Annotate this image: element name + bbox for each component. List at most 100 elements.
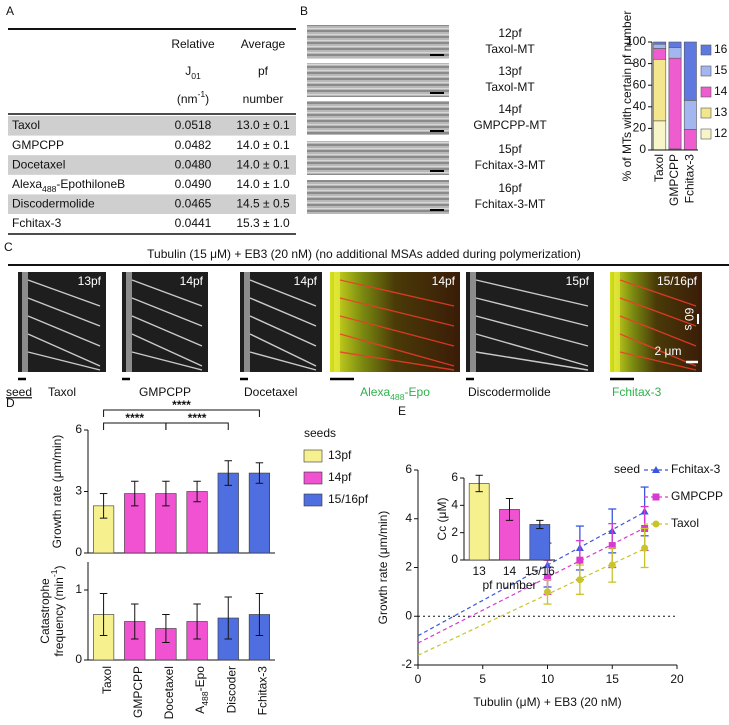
y-tick-label: 1	[75, 582, 82, 596]
error-bar	[536, 519, 544, 530]
kymo-track	[249, 333, 317, 367]
kymo-track	[619, 315, 697, 347]
kymo-pf: 15pf	[566, 274, 590, 288]
legend-label: 14	[714, 84, 728, 98]
table-header: pf	[258, 64, 269, 78]
mt-image	[307, 25, 449, 59]
x-tick-label: 0	[415, 672, 422, 686]
table-cell: 15.3 ± 1.0	[236, 216, 290, 230]
table-cell-part: 488	[42, 184, 57, 194]
x-axis-label: Tubulin (μM) + EB3 (20 nM)	[473, 695, 621, 709]
y-axis-label: Cc (μM)	[435, 498, 449, 541]
y-axis-label-part: )	[52, 565, 66, 569]
kymo-title: Tubulin (15 μM) + EB3 (20 nM) (no additi…	[147, 247, 581, 261]
table-header-part: (nm	[177, 92, 198, 106]
y-axis-label-part: frequency (min	[52, 577, 66, 656]
y-tick-label: 0	[639, 142, 646, 156]
bar-segment	[653, 41, 667, 45]
bar-segment	[668, 57, 682, 150]
error-bar	[162, 480, 170, 507]
x-tick-label: 15	[606, 672, 620, 686]
table-cell: Docetaxel	[12, 157, 65, 171]
legend-swatch	[303, 449, 323, 463]
kymo-name: Alexa488-Epo	[360, 385, 430, 402]
kymo-seed	[470, 272, 476, 372]
table-cell: Fchitax-3	[12, 216, 62, 230]
kymo-track	[27, 297, 101, 327]
y-tick-label: 60	[633, 77, 647, 91]
significance-label: ****	[172, 398, 191, 412]
y-axis-label: Growth rate (μm/min)	[376, 511, 390, 625]
y-tick-label: -2	[401, 657, 412, 671]
table-cell: 14.5 ± 0.5	[236, 197, 290, 211]
kymo-track	[131, 315, 203, 347]
table-cell: 14.0 ± 0.1	[236, 157, 290, 171]
kymo-track	[249, 351, 317, 371]
y-tick-label: 6	[405, 462, 412, 476]
bar-segment	[668, 47, 682, 59]
panel-label: B	[300, 4, 308, 18]
x-tick-label: 5	[479, 672, 486, 686]
significance-bracket	[103, 409, 260, 417]
bar-segment	[668, 41, 682, 48]
kymo-name-part: 488	[390, 392, 405, 402]
x-tick-label: Discoder	[224, 666, 238, 713]
legend-label: 14pf	[328, 470, 352, 484]
error-bar	[131, 480, 139, 507]
mt-label: 13pf	[498, 64, 522, 78]
table-cell-part: -EpothiloneB	[56, 177, 125, 191]
fit-line	[417, 511, 645, 637]
x-tick-label-part: -Epo	[193, 666, 207, 692]
legend-swatch	[303, 471, 323, 485]
error-bar	[505, 498, 514, 521]
table-cell: Taxol	[12, 118, 40, 132]
bar-segment	[653, 58, 667, 122]
table-cell: 0.0465	[175, 197, 212, 211]
x-tick-label-part: A	[193, 706, 207, 714]
legend-label: Taxol	[671, 516, 699, 530]
kymo-track	[27, 315, 101, 347]
table-header: J01	[185, 64, 201, 81]
table-cell: Discodermolide	[12, 197, 95, 211]
kymo-track	[475, 279, 589, 307]
x-tick-label: 20	[670, 672, 684, 686]
significance-label: ****	[188, 411, 207, 425]
legend-swatch	[700, 107, 712, 119]
y-axis-label: % of MTs with certain pf number	[620, 11, 634, 182]
bar-segment	[653, 48, 667, 60]
table-row-shade	[8, 116, 296, 136]
panel-label: A	[6, 4, 14, 18]
y-tick-label: 0	[75, 652, 82, 666]
x-tick-label: Taxol	[100, 666, 114, 694]
marker	[652, 520, 660, 528]
kymo-seed	[614, 272, 620, 372]
kymo-track	[619, 279, 697, 307]
bar-segment	[683, 41, 697, 101]
mt-label: 14pf	[498, 102, 522, 116]
marker	[641, 544, 649, 552]
x-tick-label-part: 488	[200, 691, 210, 706]
marker	[576, 556, 584, 564]
kymo-track	[131, 333, 203, 367]
bar	[468, 483, 490, 561]
table-cell: 0.0482	[175, 138, 212, 152]
y-tick-label: 0	[451, 552, 458, 566]
y-tick-label: 20	[633, 121, 647, 135]
kymo-name: GMPCPP	[139, 385, 191, 399]
table-header-part: 01	[191, 71, 201, 81]
mt-label: Fchitax-3-MT	[475, 158, 546, 172]
y-tick-label: 4	[451, 498, 458, 512]
kymo-pf: 15/16pf	[657, 274, 698, 288]
table-row-shade	[8, 194, 296, 214]
table-header: (nm-1)	[177, 89, 209, 106]
mt-image	[307, 180, 449, 214]
x-tick-label: 10	[541, 672, 555, 686]
kymo-track	[475, 297, 589, 327]
error-bar	[475, 474, 483, 493]
kymo-name-part: -Epo	[405, 385, 431, 399]
x-tick-label: 13	[472, 564, 486, 578]
y-tick-label: 2	[405, 560, 412, 574]
mt-image	[307, 63, 449, 97]
table-cell: 0.0490	[175, 177, 212, 191]
kymo-track	[619, 333, 697, 367]
